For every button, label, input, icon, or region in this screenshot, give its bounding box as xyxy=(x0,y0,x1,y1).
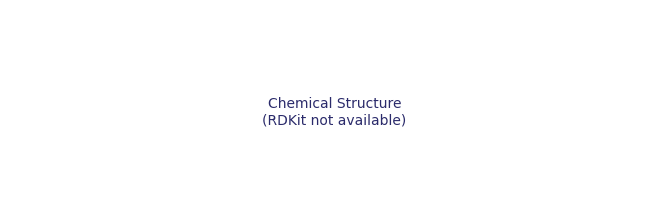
Text: Chemical Structure
(RDKit not available): Chemical Structure (RDKit not available) xyxy=(262,97,406,127)
